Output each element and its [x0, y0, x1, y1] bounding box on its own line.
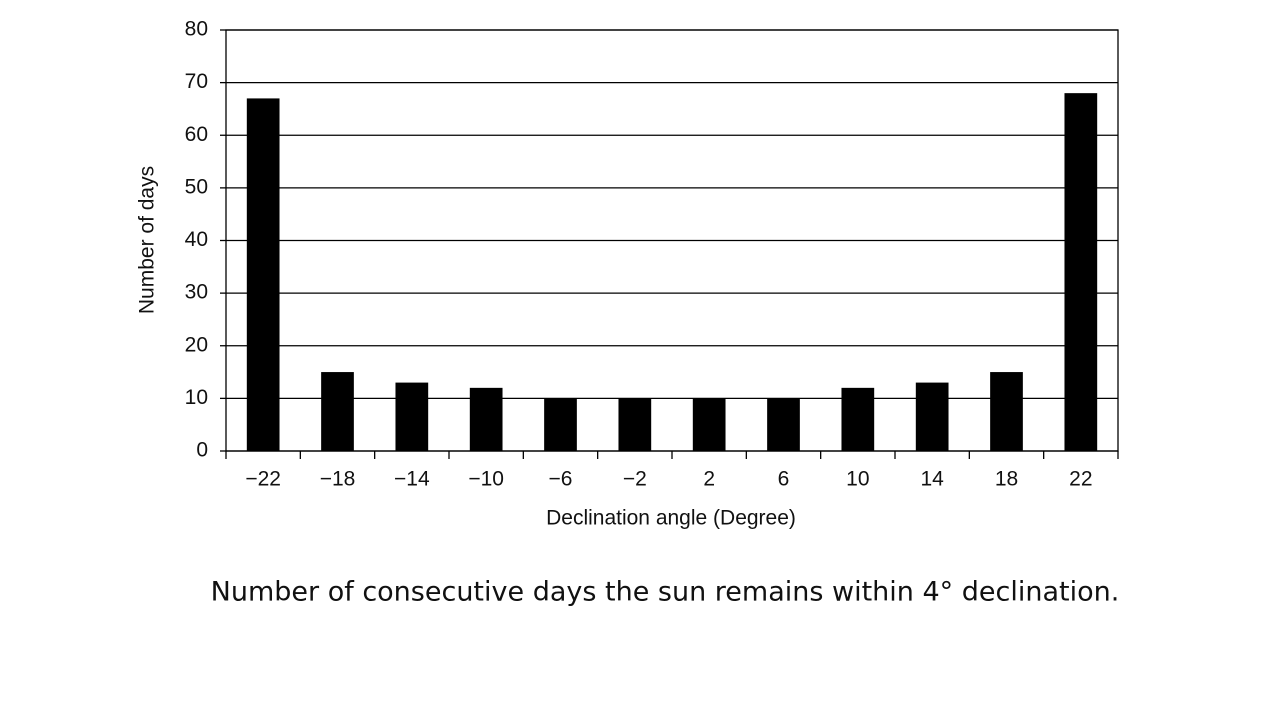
bar — [469, 387, 503, 451]
x-tick-label: 18 — [995, 468, 1018, 491]
y-tick-label: 80 — [185, 18, 208, 41]
x-tick-label: −14 — [394, 468, 430, 491]
y-tick-label: 10 — [185, 386, 208, 409]
bar — [767, 398, 800, 451]
bar — [915, 382, 949, 451]
bar — [395, 382, 429, 451]
y-tick-label: 70 — [185, 70, 208, 93]
x-tick-label: 22 — [1069, 468, 1092, 491]
bar — [246, 98, 280, 451]
x-tick-label: −22 — [245, 468, 281, 491]
y-tick-label: 20 — [185, 333, 208, 356]
x-tick-label: −6 — [549, 468, 573, 491]
y-tick-label: 0 — [196, 439, 208, 462]
bar — [990, 372, 1023, 451]
x-tick-label: 10 — [846, 468, 869, 491]
bar — [544, 398, 577, 451]
x-tick-label: −10 — [468, 468, 504, 491]
y-tick-label: 60 — [185, 123, 208, 146]
y-tick-label: 40 — [185, 228, 208, 251]
caption: Number of consecutive days the sun remai… — [211, 577, 1120, 608]
bar — [841, 387, 875, 451]
x-axis-label: Declination angle (Degree) — [546, 507, 796, 530]
y-axis-label: Number of days — [136, 166, 159, 314]
x-tick-label: −2 — [623, 468, 647, 491]
bar — [618, 398, 652, 451]
bar — [692, 398, 726, 451]
x-tick-label: 2 — [703, 468, 715, 491]
y-tick-label: 30 — [185, 281, 208, 304]
bar — [1064, 93, 1098, 452]
x-tick-label: −18 — [320, 468, 356, 491]
y-tick-label: 50 — [185, 175, 208, 198]
bar — [321, 372, 354, 451]
x-tick-label: 14 — [920, 468, 944, 491]
x-tick-label: 6 — [778, 468, 790, 491]
